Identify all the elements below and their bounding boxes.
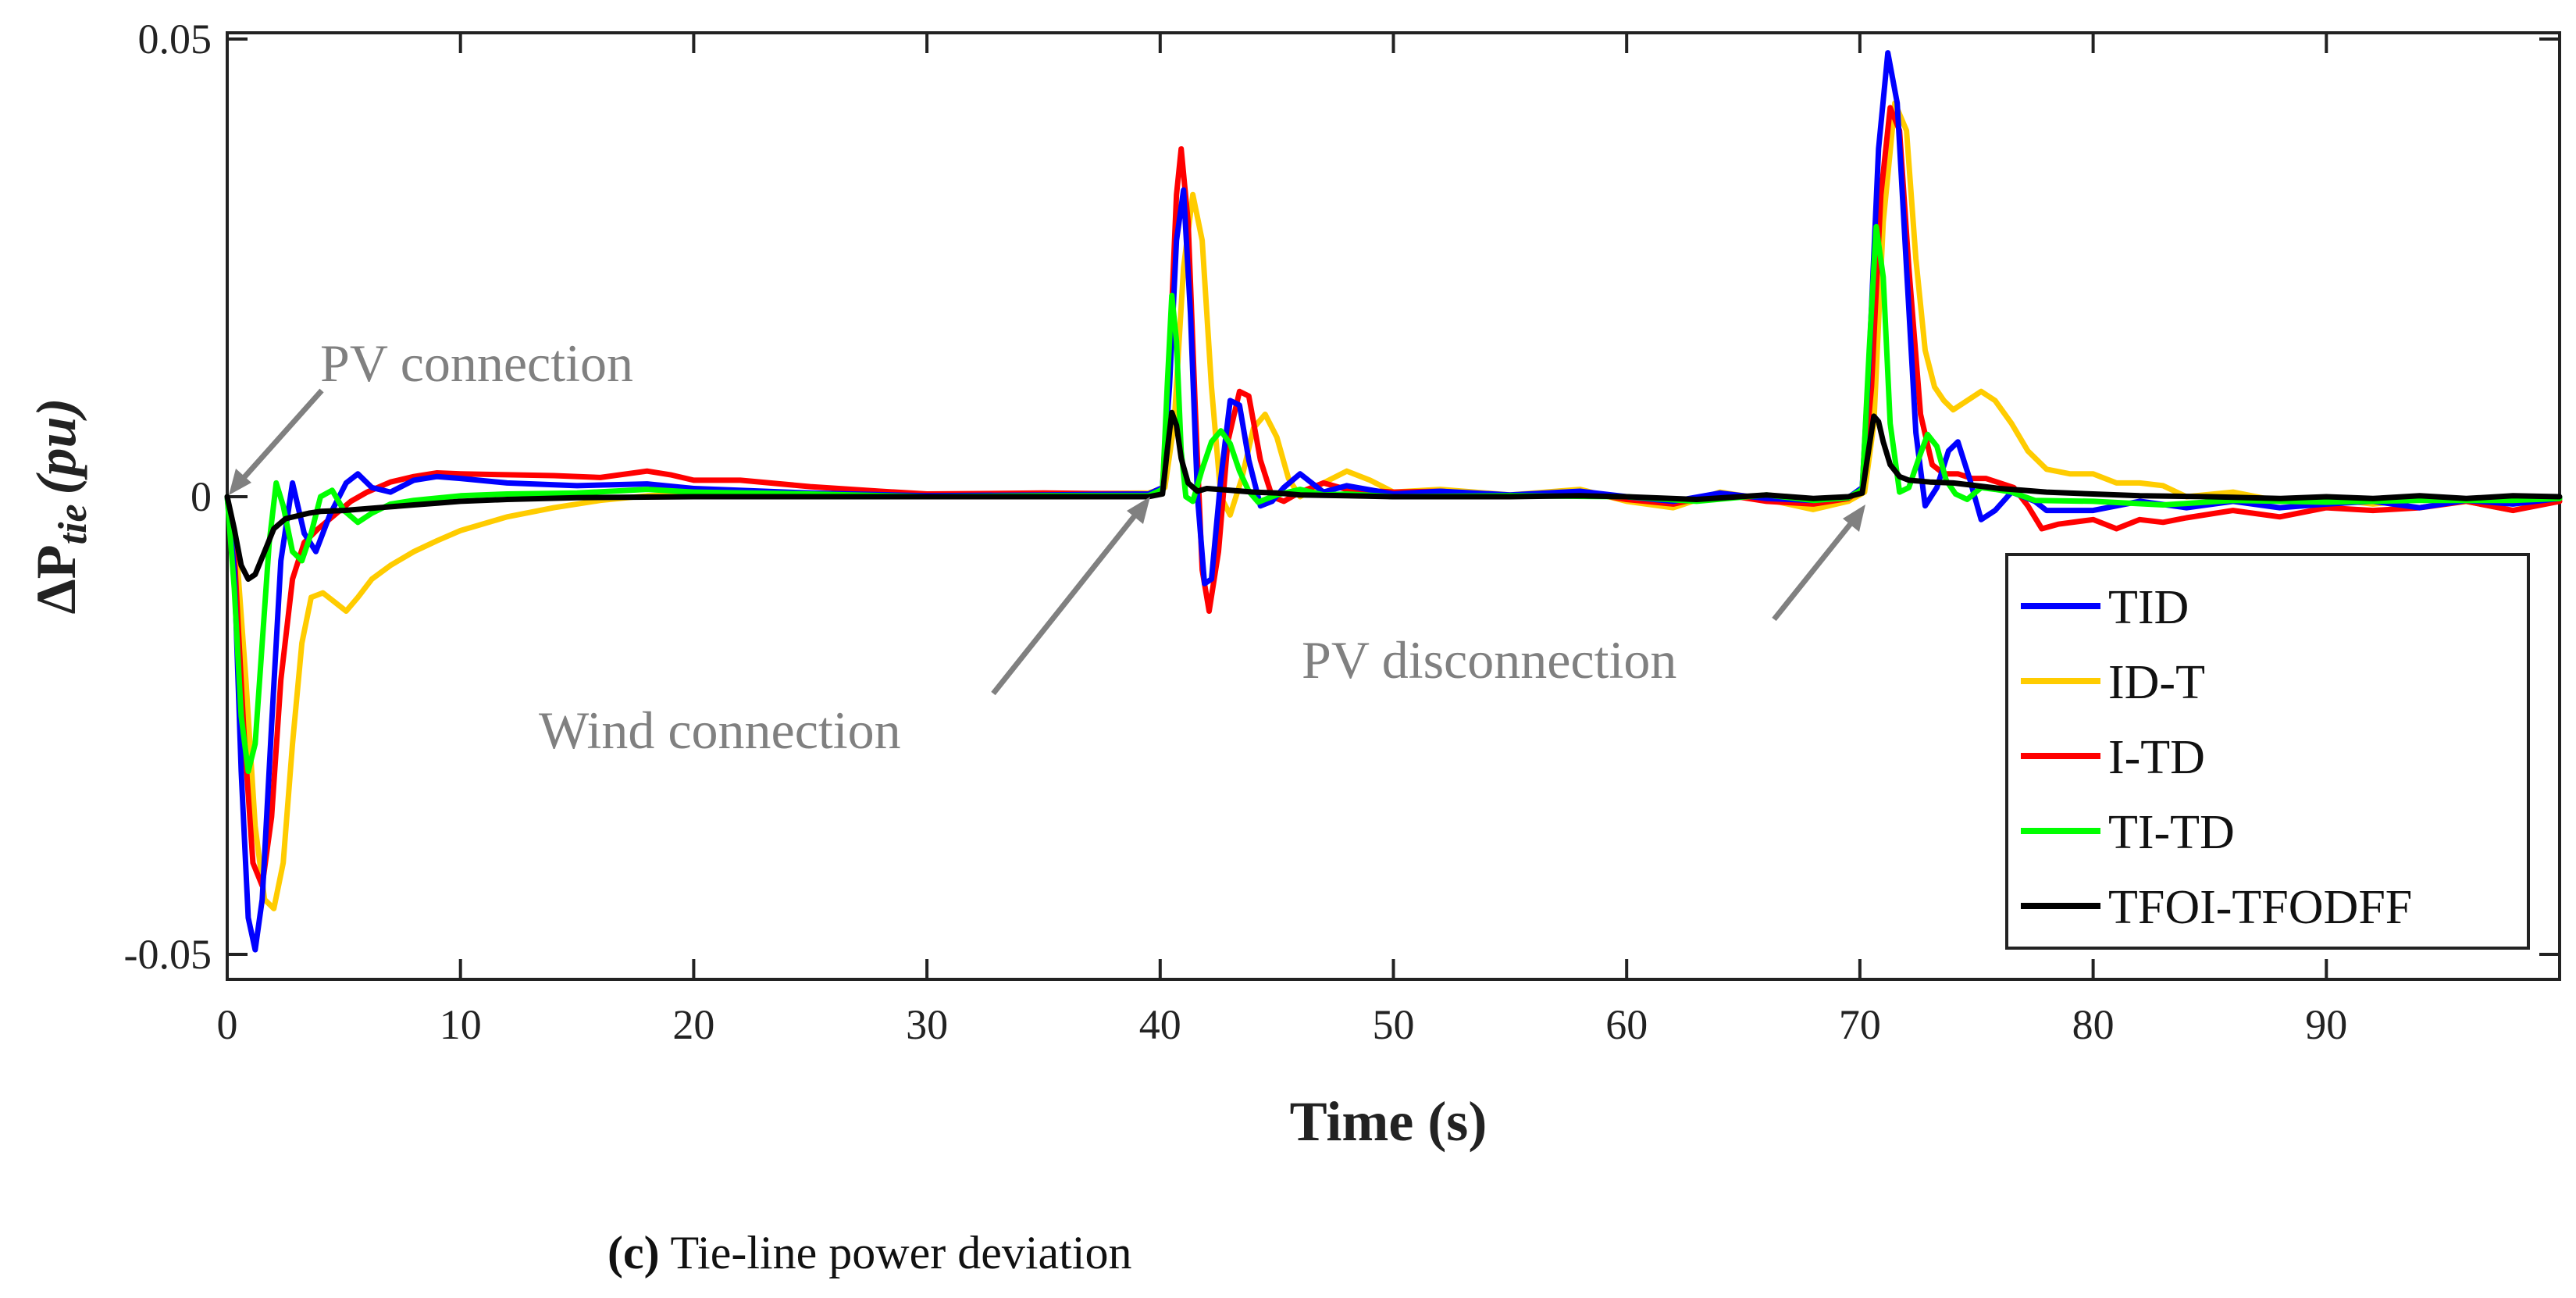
y-tick-label-1: 0 (191, 473, 212, 520)
legend-label-ti-td: TI-TD (2108, 806, 2235, 859)
y-axis-ticks: -0.05 0 0.05 (124, 16, 2560, 978)
figure-caption-text: Tie-line power deviation (660, 1227, 1132, 1278)
figure-caption-prefix: (c) (607, 1227, 660, 1278)
series-line-tfoi-tfodff (224, 409, 2563, 582)
annotation-pv-connection-arrow-head (229, 469, 251, 495)
series-line-tid (224, 50, 2563, 953)
x-tick-label-6: 60 (1605, 1001, 1648, 1048)
annotation-wind-connection: Wind connection (539, 497, 1150, 760)
y-tick-label-2: 0.05 (138, 16, 212, 62)
y-axis-title-unit: (pu) (25, 398, 87, 494)
x-tick-label-3: 30 (906, 1001, 948, 1048)
x-tick-label-1: 10 (440, 1001, 482, 1048)
annotation-pv-disconnection-label: PV disconnection (1302, 630, 1676, 690)
x-tick-label-0: 0 (217, 1001, 238, 1048)
annotation-pv-disconnection: PV disconnection (1302, 505, 1865, 690)
series-line-i-td (224, 105, 2563, 889)
x-axis-title: Time (s) (1290, 1090, 1488, 1153)
y-tick-label-0: -0.05 (124, 931, 212, 978)
annotation-pv-disconnection-arrow-head (1843, 505, 1865, 532)
x-axis-ticks: 0 10 20 30 40 50 60 70 80 90 (217, 33, 2347, 1048)
x-tick-label-9: 90 (2305, 1001, 2347, 1048)
y-axis-title: ΔPtie (pu) (25, 398, 95, 614)
annotation-wind-connection-arrow-shaft (991, 512, 1138, 696)
x-tick-label-5: 50 (1373, 1001, 1415, 1048)
y-axis-title-sub: tie (51, 504, 95, 544)
legend-label-tfoi-tfodff: TFOI-TFODFF (2108, 881, 2412, 934)
legend: TID ID-T I-TD TI-TD TFOI-TFODFF (2005, 553, 2530, 950)
annotation-pv-connection: PV connection (229, 333, 633, 495)
annotation-pv-connection-arrow-shaft (241, 388, 324, 480)
annotation-wind-connection-arrow-head (1127, 497, 1150, 524)
annotation-wind-connection-label: Wind connection (539, 701, 901, 760)
legend-label-id-t: ID-T (2108, 656, 2205, 709)
y-axis-title-main: ΔP (25, 544, 87, 614)
series-lines (224, 50, 2563, 953)
x-tick-label-8: 80 (2072, 1001, 2115, 1048)
legend-box (2005, 553, 2530, 950)
legend-label-i-td: I-TD (2108, 731, 2205, 784)
figure-caption: (c) Tie-line power deviation (607, 1227, 1132, 1278)
x-tick-label-2: 20 (672, 1001, 714, 1048)
annotation-pv-disconnection-arrow-shaft (1772, 519, 1855, 622)
legend-label-tid: TID (2108, 581, 2189, 634)
x-tick-label-4: 40 (1139, 1001, 1181, 1048)
annotation-pv-connection-label: PV connection (320, 333, 633, 393)
x-tick-label-7: 70 (1839, 1001, 1881, 1048)
